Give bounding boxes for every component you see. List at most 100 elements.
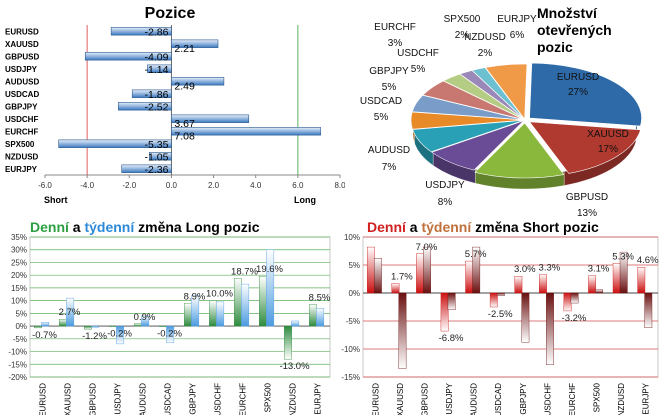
y-tick-label: -10% (8, 348, 27, 357)
data-label: -1.14 (144, 64, 168, 76)
daily-change-bar (514, 276, 523, 294)
pie-slice (410, 111, 524, 130)
pie-slice-pct: 7% (382, 162, 397, 173)
chart-title-part: týdenní (421, 219, 472, 235)
value-bar (171, 114, 250, 123)
data-label: 1.7% (391, 271, 413, 282)
daily-change-bar (563, 292, 572, 312)
chart-title-part: změna Long pozic (134, 219, 259, 235)
daily-change-bar (84, 325, 92, 330)
data-label: 5.7% (465, 249, 487, 260)
category-label: XAUUSD (64, 383, 73, 415)
data-label: -2.36 (144, 164, 168, 176)
y-tick-label: 25% (11, 258, 27, 267)
weekly-change-bar (316, 308, 325, 327)
data-label: -2.86 (144, 26, 168, 38)
data-label: 4.6% (637, 255, 659, 266)
y-tick-label: -5% (13, 335, 27, 344)
category-label: GBPJPY (189, 382, 198, 414)
x-tick-label: 6.0 (292, 181, 304, 190)
x-tick-label: 2.0 (208, 181, 220, 190)
pie-slice (529, 62, 642, 127)
data-label: 0.9% (134, 312, 156, 323)
pie-slice-label: NZDUSD (464, 32, 506, 43)
y-tick-label: 0% (15, 322, 27, 331)
pie-slice (471, 67, 525, 120)
category-label: EURCHF (568, 383, 577, 415)
value-bar (118, 102, 172, 111)
data-label: -6.8% (439, 333, 464, 344)
category-label: XAUUSD (396, 383, 405, 415)
value-bar (131, 89, 172, 98)
data-label: -0.2% (107, 329, 132, 340)
weekly-change-bar (373, 258, 382, 294)
data-label: -0.7% (32, 330, 57, 341)
y-tick-label: -15% (8, 360, 27, 369)
weekly-change-bar (521, 292, 530, 343)
daily-change-bar (309, 304, 317, 327)
category-label: USDJPY (5, 65, 38, 74)
daily-change-bar (59, 319, 67, 327)
category-label: SPX500 (5, 140, 35, 149)
weekly-change-bar (141, 315, 150, 327)
daily-change-bar (588, 275, 597, 294)
y-tick-label: 30% (11, 246, 27, 255)
category-label: AUDUSD (5, 77, 39, 86)
data-label: 3.1% (588, 264, 610, 275)
y-tick-label: 15% (11, 284, 27, 293)
y-tick-label: -20% (8, 373, 27, 382)
data-label: 19.6% (256, 264, 283, 275)
value-bar (147, 64, 172, 73)
value-bar (110, 27, 172, 36)
long-change-chart: Denní a týdenní změna Long pozic35%30%25… (8, 219, 331, 417)
pie-slice-pct: 2% (455, 30, 470, 41)
category-label: USDCAD (494, 383, 503, 415)
weekly-change-bar (216, 301, 225, 327)
weekly-change-bar (398, 292, 407, 369)
weekly-change-bar (191, 295, 200, 327)
data-label: 10.0% (206, 289, 233, 300)
weekly-change-bar (91, 325, 100, 328)
category-label: GBPUSD (420, 383, 429, 415)
pie-slice-label: SPX500 (444, 14, 481, 25)
category-label: AUDUSD (139, 383, 148, 415)
open-positions-pie-panel: Množství otevřených pozic EURUSD 27% XAUUSD 17… (345, 0, 661, 225)
daily-change-bar (259, 276, 267, 327)
category-label: GBPUSD (89, 383, 98, 415)
data-label: 7.0% (416, 242, 438, 253)
weekly-change-bar (41, 322, 50, 327)
pie-slice-label: GBPUSD (566, 192, 608, 203)
category-label: EURCHF (239, 383, 248, 415)
data-label: -2.52 (144, 101, 168, 113)
y-tick-label: -10% (341, 345, 360, 354)
pie-slice (422, 80, 524, 120)
daily-change-bar (234, 278, 242, 327)
pie-slice-pct: 13% (577, 208, 597, 219)
positions-title: Pozice (145, 5, 196, 22)
category-label: GBPUSD (5, 52, 39, 61)
x-tick-label: 0.0 (166, 181, 178, 190)
pie-slice-label: USDJPY (425, 180, 465, 191)
pie-slice-pct: 5% (374, 112, 389, 123)
category-label: EURJPY (642, 382, 651, 414)
pie-slice-label: EURCHF (374, 22, 416, 33)
y-tick-label: 35% (11, 233, 27, 242)
pie-title-line: Množství (537, 5, 598, 21)
data-label: 7.08 (174, 130, 195, 142)
weekly-change-bar (116, 325, 125, 345)
x-tick-label: 8.0 (334, 181, 345, 190)
daily-change-bar (465, 260, 474, 294)
pie-slice-label: GBPJPY (369, 66, 409, 77)
weekly-change-bar (66, 297, 75, 327)
y-tick-label: 10% (11, 297, 27, 306)
pie-slice (411, 94, 524, 121)
y-tick-label: 5% (348, 261, 360, 270)
daily-change-bar (612, 263, 621, 294)
long-label: Long (294, 195, 316, 205)
data-label: -1.2% (82, 331, 107, 342)
daily-change-bar (391, 283, 400, 294)
pie-slice (474, 122, 565, 179)
weekly-change-bar (496, 292, 505, 296)
x-tick-label: 4.0 (250, 181, 262, 190)
pie-slice-pct: 3% (388, 38, 403, 49)
